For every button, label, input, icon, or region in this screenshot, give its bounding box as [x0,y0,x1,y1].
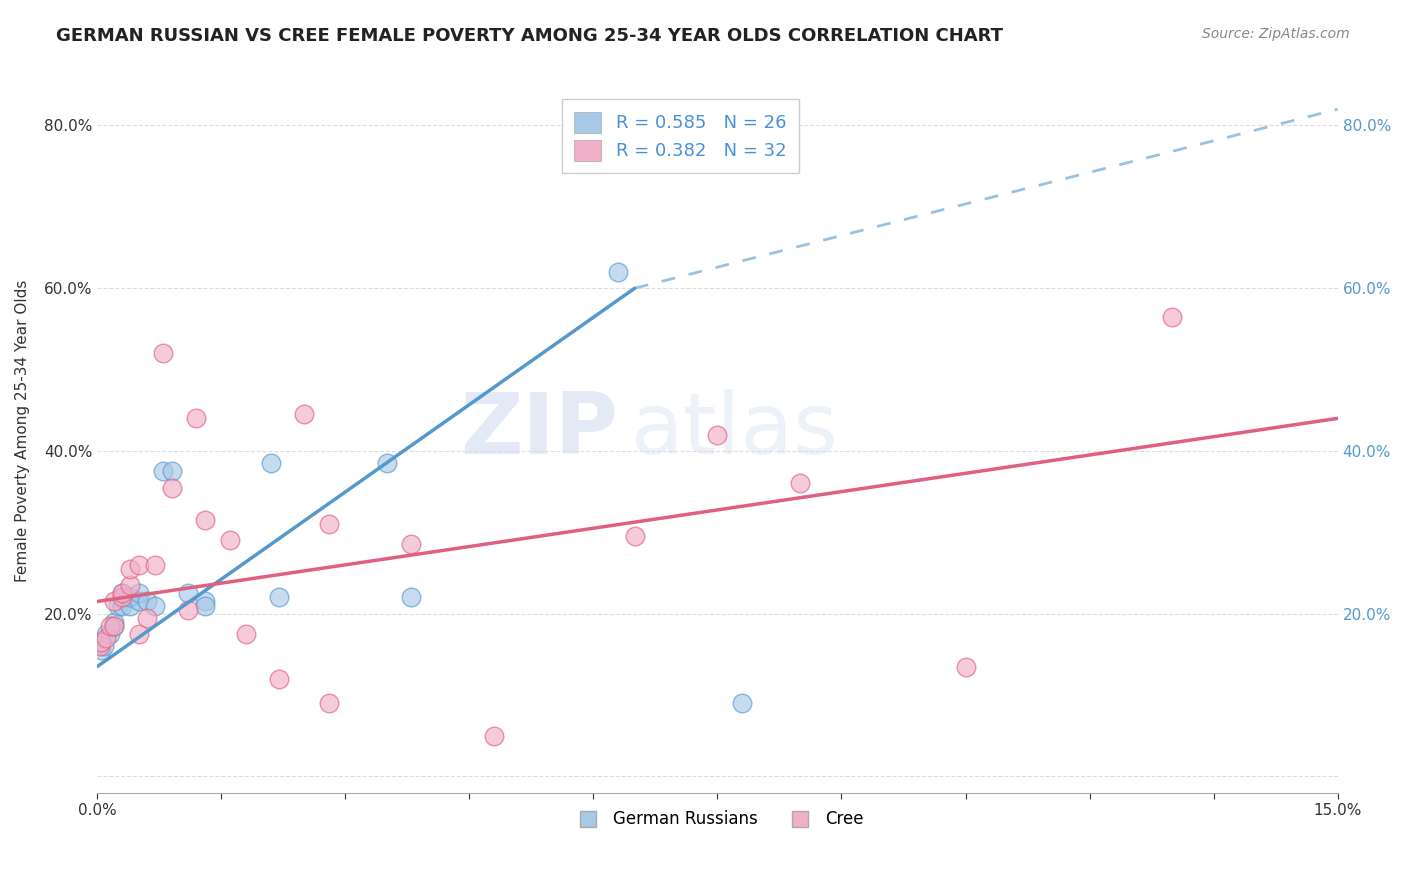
Point [269,591,291,605]
Point [482,729,505,743]
Point [103,619,125,633]
Text: GERMAN RUSSIAN VS CREE FEMALE POVERTY AMONG 25-34 YEAR OLDS CORRELATION CHART: GERMAN RUSSIAN VS CREE FEMALE POVERTY AM… [56,27,1004,45]
Legend: German Russians, Cree: German Russians, Cree [565,804,870,835]
Point [706,427,728,442]
Point [731,696,754,710]
Text: ZIP: ZIP [460,389,619,472]
Point [111,599,134,613]
Point [135,594,157,608]
Point [194,599,217,613]
Point [103,615,125,629]
Point [128,627,150,641]
Point [269,672,291,686]
Point [120,578,142,592]
Point [107,599,129,613]
Point [177,586,200,600]
Point [111,586,134,600]
Point [152,346,174,360]
Point [152,464,174,478]
Point [401,537,423,551]
Point [128,586,150,600]
Point [292,407,315,421]
Point [318,517,340,532]
Point [160,464,183,478]
Y-axis label: Female Poverty Among 25-34 Year Olds: Female Poverty Among 25-34 Year Olds [15,279,30,582]
Point [94,627,117,641]
Point [128,558,150,572]
Point [177,602,200,616]
Point [128,594,150,608]
Point [120,562,142,576]
Point [260,456,283,470]
Point [194,513,217,527]
Point [955,659,977,673]
Point [607,265,630,279]
Point [120,591,142,605]
Point [94,631,117,645]
Point [375,456,398,470]
Point [135,611,157,625]
Point [789,476,811,491]
Point [89,639,111,653]
Point [103,619,125,633]
Point [90,643,112,657]
Point [1161,310,1184,324]
Point [98,619,121,633]
Point [111,591,134,605]
Point [98,627,121,641]
Point [623,529,645,543]
Point [235,627,257,641]
Text: Source: ZipAtlas.com: Source: ZipAtlas.com [1202,27,1350,41]
Point [218,533,240,548]
Point [143,558,166,572]
Point [93,639,115,653]
Point [90,635,112,649]
Point [160,481,183,495]
Point [401,591,423,605]
Point [111,586,134,600]
Point [194,594,217,608]
Point [103,594,125,608]
Text: atlas: atlas [631,389,838,472]
Point [318,696,340,710]
Point [186,411,208,425]
Point [143,599,166,613]
Point [120,599,142,613]
